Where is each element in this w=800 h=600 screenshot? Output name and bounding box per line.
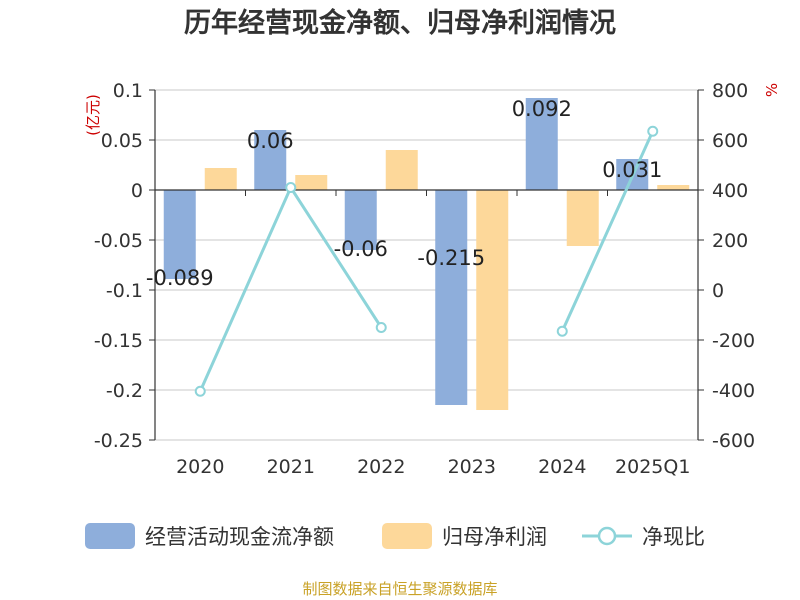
axes: 0.1 0.05 0 -0.05 -0.1 -0.15 -0.2 -0.25 800 600 400… (84, 80, 781, 478)
legend-label-ratio: 净现比 (642, 525, 705, 549)
x-tick-label: 2022 (357, 456, 405, 478)
left-tick-label: -0.05 (94, 230, 143, 252)
right-tick-label: 400 (712, 180, 748, 202)
bar-net-profit (657, 185, 690, 190)
bar-cash-flow (525, 98, 558, 190)
ratio-line-segment (560, 130, 655, 332)
right-tick-label: 200 (712, 230, 748, 252)
right-tick-label: 0 (712, 280, 724, 302)
source-note: 制图数据来自恒生聚源数据库 (302, 580, 497, 598)
ratio-line (194, 125, 659, 397)
right-tick-label: -400 (712, 380, 755, 402)
legend-label-net-profit: 归母净利润 (442, 525, 547, 549)
ratio-point (375, 322, 387, 333)
data-labels: -0.089 0.06 -0.06 -0.215 0.092 0.031 (146, 97, 662, 290)
legend-swatch-net-profit (382, 523, 432, 549)
ratio-point (647, 125, 659, 137)
left-tick-label: 0.05 (101, 130, 143, 152)
left-tick-label: -0.2 (106, 380, 143, 402)
legend-swatch-ratio-marker (597, 526, 617, 546)
legend: 经营活动现金流净额 归母净利润 净现比 (85, 523, 705, 549)
x-tick-label: 2024 (538, 456, 586, 478)
bars (163, 98, 690, 410)
left-axis-unit: (亿元) (84, 94, 102, 136)
bar-net-profit (476, 190, 509, 410)
legend-label-cash-flow: 经营活动现金流净额 (145, 525, 334, 549)
x-tick-label: 2025Q1 (615, 456, 690, 478)
x-tick-label: 2021 (267, 456, 315, 478)
right-tick-label: 600 (712, 130, 748, 152)
left-tick-label: 0 (131, 180, 143, 202)
left-tick-label: 0.1 (113, 80, 143, 102)
left-tick-label: -0.15 (94, 330, 143, 352)
ratio-point (556, 325, 568, 337)
data-label-cash-flow: 0.06 (247, 129, 294, 153)
data-label-cash-flow: -0.089 (146, 266, 214, 290)
bar-cash-flow (163, 190, 196, 279)
legend-swatch-cash-flow (85, 523, 135, 549)
data-label-cash-flow: -0.06 (334, 237, 388, 261)
data-label-cash-flow: 0.031 (602, 158, 662, 182)
bar-net-profit (385, 150, 418, 190)
x-tick-label: 2020 (176, 456, 224, 478)
bar-cash-flow (344, 190, 377, 250)
chart-title: 历年经营现金净额、归母净利润情况 (184, 7, 616, 39)
left-tick-label: -0.1 (106, 280, 143, 302)
bar-net-profit (204, 168, 237, 190)
data-label-cash-flow: -0.215 (417, 246, 485, 270)
left-tick-label: -0.25 (94, 430, 143, 452)
data-label-cash-flow: 0.092 (512, 97, 572, 121)
ratio-point (194, 385, 206, 397)
right-tick-label: -200 (712, 330, 755, 352)
bar-cash-flow (435, 190, 468, 405)
ratio-point (285, 182, 297, 193)
bar-cash-flow (254, 130, 287, 190)
x-tick-label: 2023 (448, 456, 496, 478)
right-tick-label: 800 (712, 80, 748, 102)
bar-net-profit (295, 175, 328, 190)
right-tick-label: -600 (712, 430, 755, 452)
right-axis-unit: % (763, 83, 781, 97)
bar-net-profit (566, 190, 599, 246)
